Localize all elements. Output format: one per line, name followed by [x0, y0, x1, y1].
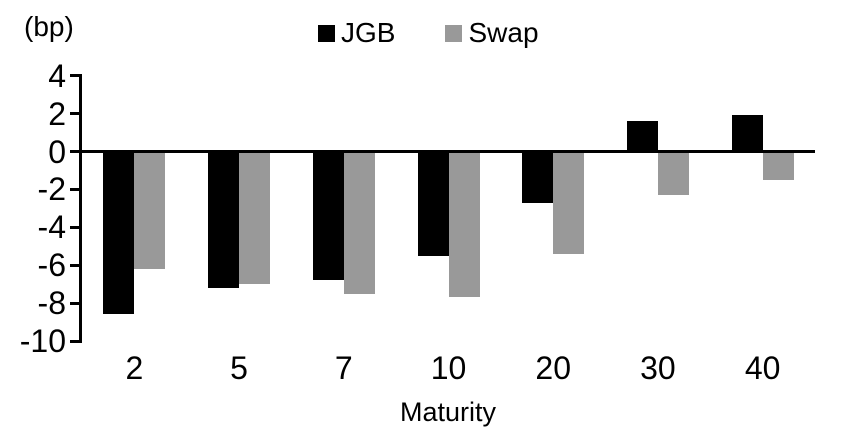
x-tick-label-20: 20: [535, 350, 571, 386]
legend-label-swap: Swap: [468, 17, 539, 48]
y-axis-line: [79, 74, 82, 343]
x-tick-label-40: 40: [744, 350, 781, 386]
y-tick-mark-4: [70, 74, 82, 78]
bar-swap-20: [553, 151, 585, 254]
y-tick-label--6: -6: [37, 247, 66, 284]
y-tick-label-2: 2: [48, 95, 66, 132]
y-tick-label-4: 4: [48, 57, 66, 94]
legend-swatch-jgb-icon: [318, 24, 335, 42]
y-tick-label--2: -2: [37, 171, 66, 208]
bar-jgb-20: [522, 151, 554, 203]
bar-swap-30: [657, 151, 689, 196]
y-tick-mark--8: [70, 301, 82, 305]
y-tick-mark--4: [70, 225, 82, 229]
bar-jgb-40: [731, 115, 763, 152]
x-tick-label-10: 10: [430, 350, 467, 386]
y-tick-label--10: -10: [19, 323, 66, 359]
bar-swap-40: [762, 151, 794, 180]
bar-jgb-10: [417, 151, 449, 256]
y-axis-unit-label: (bp): [24, 11, 74, 42]
bar-swap-5: [239, 151, 271, 285]
x-tick-label-30: 30: [640, 350, 676, 386]
legend-item-swap: Swap: [445, 17, 539, 49]
x-axis-title: Maturity: [399, 397, 497, 427]
legend-label-jgb: JGB: [341, 17, 396, 48]
bar-jgb-30: [626, 121, 658, 152]
x-tick-label-2: 2: [125, 350, 144, 386]
y-tick-label--4: -4: [37, 209, 66, 246]
bar-jgb-5: [208, 151, 240, 288]
x-tick-label-5: 5: [230, 350, 248, 386]
bar-swap-7: [343, 151, 375, 294]
bar-jgb-7: [312, 151, 344, 281]
x-axis-zero-line: [79, 150, 815, 153]
legend: JGB Swap: [318, 17, 539, 49]
bar-swap-2: [134, 151, 166, 269]
bar-jgb-2: [103, 151, 135, 315]
x-tick-label-7: 7: [334, 350, 353, 386]
y-tick-label-0: 0: [48, 133, 66, 170]
y-tick-label--8: -8: [37, 285, 66, 322]
y-tick-mark--6: [70, 263, 82, 267]
y-tick-mark--10: [70, 339, 82, 343]
y-tick-mark--2: [70, 187, 82, 191]
legend-swatch-swap-icon: [445, 24, 463, 42]
legend-item-jgb: JGB: [318, 17, 395, 49]
y-tick-mark-0: [70, 150, 82, 153]
bar-swap-10: [448, 151, 480, 298]
y-tick-mark-2: [70, 112, 82, 116]
